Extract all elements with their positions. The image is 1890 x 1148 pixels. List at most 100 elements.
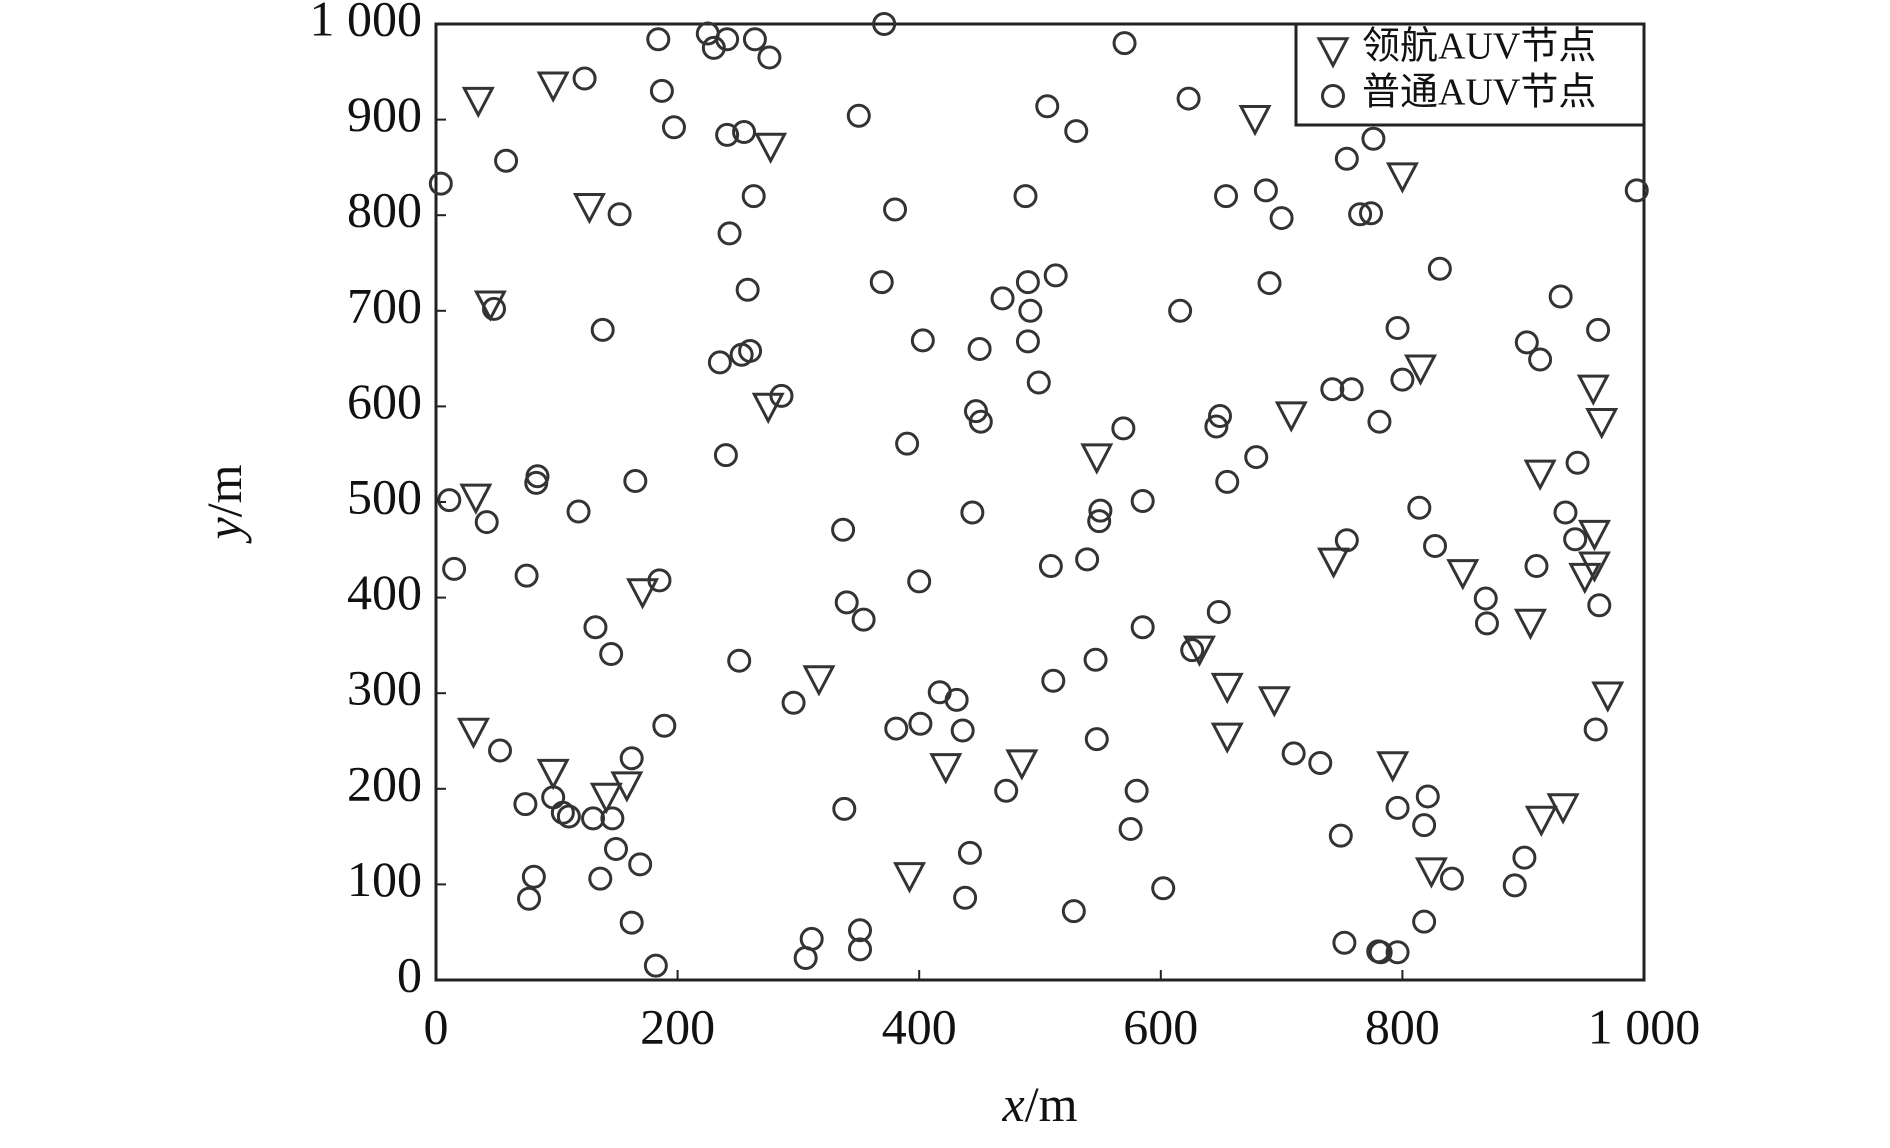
legend-label: 普通AUV节点 — [1362, 72, 1596, 114]
circle-marker — [1281, 741, 1306, 766]
circle-marker — [628, 852, 653, 877]
circle-marker — [1423, 533, 1448, 558]
circle-marker — [623, 468, 648, 493]
circle-marker — [831, 517, 856, 542]
circle-marker — [1118, 816, 1143, 841]
circle-marker — [1348, 202, 1373, 227]
triangle-marker — [473, 290, 507, 322]
x-tick-label: 200 — [640, 998, 715, 1054]
circle-marker — [1412, 813, 1437, 838]
circle-marker — [514, 563, 539, 588]
circle-marker — [647, 568, 672, 593]
x-tick-label: 1 000 — [1588, 998, 1701, 1054]
circle-marker — [1075, 547, 1100, 572]
circle-marker — [1439, 866, 1464, 891]
triangle-marker — [1376, 751, 1410, 783]
triangle-marker — [1385, 162, 1419, 194]
triangle-marker — [1274, 401, 1308, 433]
y-axis-label: y/m — [196, 464, 252, 544]
circle-marker — [960, 500, 985, 525]
x-axis-var: x — [1002, 1076, 1025, 1132]
circle-marker — [727, 648, 752, 673]
circle-marker — [1041, 668, 1066, 693]
y-tick-label: 400 — [347, 564, 422, 620]
triangle-marker — [626, 578, 660, 610]
circle-marker — [910, 328, 935, 353]
circle-marker — [1361, 126, 1386, 151]
triangle-marker — [1576, 374, 1610, 406]
y-tick-label: 800 — [347, 182, 422, 238]
circle-marker — [607, 202, 632, 227]
triangle-marker — [1257, 686, 1291, 718]
circle-marker — [846, 103, 871, 128]
x-axis-unit: /m — [1025, 1076, 1078, 1132]
circle-marker — [649, 78, 674, 103]
circle-marker — [1339, 377, 1364, 402]
circle-marker — [1528, 347, 1553, 372]
triangle-marker — [1404, 354, 1438, 386]
circle-marker — [1018, 298, 1043, 323]
y-tick-label: 200 — [347, 755, 422, 811]
circle-marker — [619, 746, 644, 771]
circle-marker — [1112, 31, 1137, 56]
circle-marker — [738, 338, 763, 363]
triangle-marker — [1080, 443, 1114, 475]
circle-marker — [1407, 495, 1432, 520]
circle-marker — [600, 806, 625, 831]
circle-marker — [437, 488, 462, 513]
circle-marker — [1583, 717, 1608, 742]
circle-marker — [1385, 940, 1410, 965]
y-tick-label: 1 000 — [310, 0, 423, 46]
circle-marker — [1087, 509, 1112, 534]
circle-marker — [1358, 201, 1383, 226]
triangle-marker — [1577, 519, 1611, 552]
circle-marker — [1083, 647, 1108, 672]
circle-marker — [646, 27, 671, 52]
circle-marker — [1130, 489, 1155, 514]
circle-marker — [1026, 370, 1051, 395]
circle-marker — [908, 711, 933, 736]
triangle-marker — [1513, 608, 1547, 641]
circle-marker — [869, 270, 894, 295]
circle-marker — [1215, 469, 1240, 494]
triangle-marker — [802, 665, 836, 697]
circle-marker — [488, 738, 513, 763]
circle-marker — [1269, 206, 1294, 231]
x-axis-label: x/m — [1002, 1076, 1078, 1132]
circle-marker — [1204, 414, 1229, 439]
circle-marker — [1334, 528, 1359, 553]
circle-marker — [1565, 450, 1590, 475]
triangle-marker — [1414, 857, 1448, 889]
triangle-marker — [461, 86, 495, 119]
circle-marker — [944, 687, 969, 712]
circle-marker — [1176, 86, 1201, 111]
circle-marker — [715, 27, 740, 52]
y-axis-var: y — [196, 517, 252, 545]
triangle-marker — [572, 192, 606, 225]
circle-marker — [481, 296, 506, 321]
circle-marker — [583, 615, 608, 640]
triangle-marker — [1523, 459, 1557, 491]
triangle-marker — [1577, 551, 1611, 583]
circle-marker — [661, 115, 686, 140]
circle-marker — [717, 221, 742, 246]
circle-marker — [1257, 271, 1282, 296]
circle-marker — [1328, 823, 1353, 848]
circle-marker — [1502, 873, 1527, 898]
circle-marker — [1088, 498, 1113, 523]
circle-marker — [1474, 611, 1499, 636]
triangle-marker — [1182, 635, 1216, 667]
circle-marker — [907, 569, 932, 594]
triangle-marker — [589, 782, 623, 815]
circle-marker — [1332, 930, 1357, 955]
circle-marker — [1015, 270, 1040, 295]
triangle-marker — [1210, 672, 1244, 705]
circle-marker — [851, 607, 876, 632]
circle-marker — [1308, 750, 1333, 775]
triangle-marker — [1591, 681, 1625, 713]
circle-marker — [994, 778, 1019, 803]
circle-marker — [1385, 316, 1410, 341]
triangle-marker — [929, 753, 963, 785]
